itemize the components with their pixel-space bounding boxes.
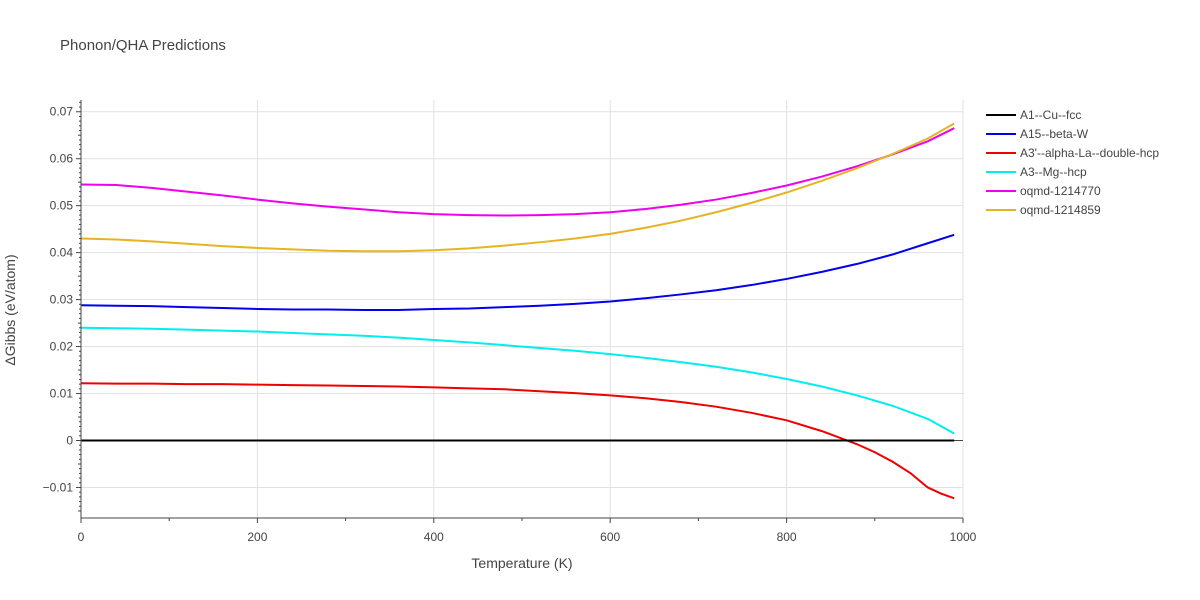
x-tick-label: 0 bbox=[78, 530, 85, 544]
legend-label: A1--Cu--fcc bbox=[1020, 108, 1081, 122]
legend-item-0[interactable]: A1--Cu--fcc bbox=[986, 108, 1081, 122]
series-line-4 bbox=[80, 127, 955, 217]
legend-item-2[interactable]: A3'--alpha-La--double-hcp bbox=[986, 146, 1159, 160]
x-tick-label: 200 bbox=[247, 530, 267, 544]
grid-lines bbox=[81, 100, 964, 518]
legend-item-3[interactable]: A3--Mg--hcp bbox=[986, 165, 1087, 179]
legend-item-4[interactable]: oqmd-1214770 bbox=[986, 184, 1101, 198]
legend[interactable]: A1--Cu--fcc A15--beta-W A3'--alpha-La--dou… bbox=[986, 108, 1159, 217]
legend-item-1[interactable]: A15--beta-W bbox=[986, 127, 1089, 141]
x-tick-label: 400 bbox=[424, 530, 444, 544]
series-line-3 bbox=[80, 326, 955, 435]
y-tick-label: 0.04 bbox=[50, 246, 74, 260]
series-line-2 bbox=[80, 382, 955, 500]
x-tick-label: 800 bbox=[777, 530, 797, 544]
legend-label: A3--Mg--hcp bbox=[1020, 165, 1087, 179]
chart-title: Phonon/QHA Predictions bbox=[60, 37, 226, 54]
axes bbox=[76, 100, 964, 523]
y-axis-title: ΔGibbs (eV/atom) bbox=[2, 254, 18, 365]
y-tick-label: 0.05 bbox=[50, 199, 74, 213]
y-tick-labels: −0.01 0 0.01 0.02 0.03 0.04 0.05 0.06 0.07 bbox=[43, 105, 74, 495]
legend-label: A3'--alpha-La--double-hcp bbox=[1020, 146, 1159, 160]
y-tick-label: 0 bbox=[66, 434, 73, 448]
legend-label: oqmd-1214770 bbox=[1020, 184, 1101, 198]
x-tick-label: 600 bbox=[600, 530, 620, 544]
series-lines bbox=[80, 122, 955, 500]
x-axis-title: Temperature (K) bbox=[471, 555, 572, 571]
y-tick-label: 0.06 bbox=[50, 152, 74, 166]
series-line-1 bbox=[80, 233, 955, 311]
x-tick-label: 1000 bbox=[950, 530, 977, 544]
y-tick-label: 0.01 bbox=[50, 387, 74, 401]
legend-label: A15--beta-W bbox=[1020, 127, 1089, 141]
y-tick-label: 0.03 bbox=[50, 293, 74, 307]
series-line-5 bbox=[80, 122, 955, 253]
y-tick-label: 0.07 bbox=[50, 105, 74, 119]
y-tick-label: −0.01 bbox=[43, 480, 74, 494]
legend-item-5[interactable]: oqmd-1214859 bbox=[986, 203, 1101, 217]
legend-label: oqmd-1214859 bbox=[1020, 203, 1101, 217]
x-tick-labels: 0 200 400 600 800 1000 bbox=[78, 530, 977, 544]
y-tick-label: 0.02 bbox=[50, 340, 74, 354]
